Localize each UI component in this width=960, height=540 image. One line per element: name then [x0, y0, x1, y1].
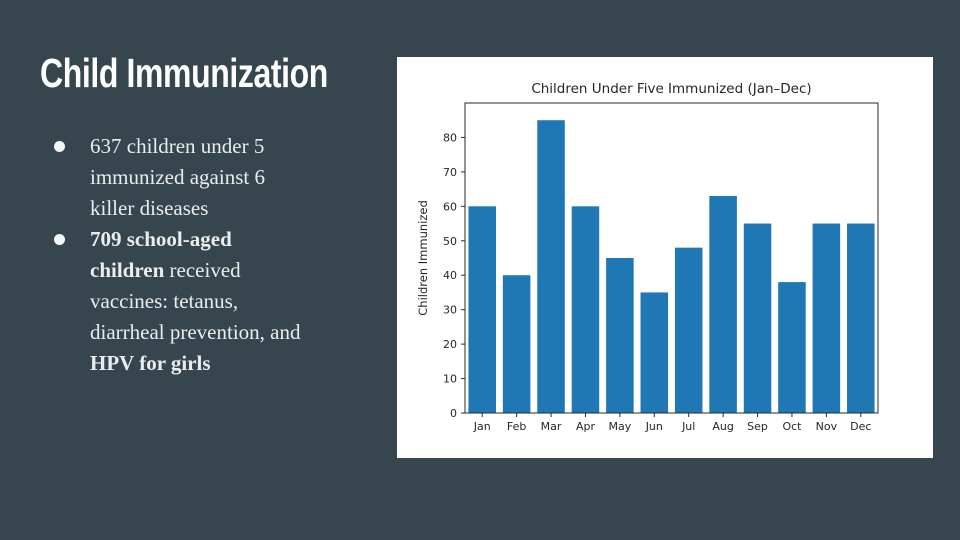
- bar-Apr: [571, 206, 600, 413]
- plot-border: [464, 102, 879, 414]
- bar-Oct: [778, 282, 806, 413]
- bar-Dec: [847, 223, 875, 413]
- bullet-text-regular: received vaccines: tetanus, diarrheal pr…: [90, 258, 301, 344]
- bullet-text-bold: HPV for girls: [90, 351, 211, 375]
- slide-title: Child Immunization: [40, 50, 328, 96]
- x-tick-label: Jan: [473, 420, 491, 433]
- y-tick-label: 0: [450, 407, 457, 420]
- x-tick-label: Sep: [747, 420, 768, 433]
- y-tick-label: 20: [443, 338, 457, 351]
- x-tick-label: Aug: [712, 420, 733, 433]
- x-tick-label: Mar: [541, 420, 562, 433]
- bar-Feb: [502, 275, 531, 413]
- bullet-text: 709 school-aged children received vaccin…: [90, 227, 301, 375]
- bar-Sep: [743, 223, 772, 413]
- chart-card: 0 10 20 30 40 50 60 70 80 Jan Feb Mar Apr May Jun Jul Au…: [397, 57, 933, 458]
- x-tick-label: Jun: [645, 420, 663, 433]
- bar-May: [606, 258, 634, 413]
- bullet-text: 637 children under 5 immunized against 6…: [90, 134, 265, 220]
- bullet-icon: [54, 234, 65, 245]
- y-tick-label: 70: [443, 166, 457, 179]
- chart-ylabel: Children Immunized: [416, 200, 430, 315]
- y-tick-label: 10: [443, 373, 457, 386]
- bar-Jan: [468, 206, 496, 413]
- bar-Jul: [674, 247, 703, 413]
- y-tick-label: 80: [443, 131, 457, 144]
- y-tick-label: 30: [443, 304, 457, 317]
- y-tick-label: 50: [443, 235, 457, 248]
- bar-Nov: [812, 223, 841, 413]
- bullet-item-vaccines: 709 school-aged children received vaccin…: [53, 224, 301, 379]
- y-tick-label: 60: [443, 200, 457, 213]
- bar-Mar: [537, 120, 565, 413]
- x-tick-label: Feb: [507, 420, 526, 433]
- x-tick-label: Nov: [816, 420, 838, 433]
- x-tick-label: May: [609, 420, 632, 433]
- bullet-item-immunized: 637 children under 5 immunized against 6…: [53, 131, 301, 224]
- x-tick-label: Dec: [850, 420, 871, 433]
- x-tick-label: Apr: [576, 420, 596, 433]
- bullet-icon: [54, 141, 65, 152]
- bar-Aug: [709, 196, 737, 413]
- y-tick-label: 40: [443, 269, 457, 282]
- x-tick-label: Oct: [782, 420, 802, 433]
- bar-Jun: [640, 292, 669, 413]
- chart-title: Children Under Five Immunized (Jan–Dec): [531, 81, 811, 97]
- x-tick-label: Jul: [681, 420, 695, 433]
- bullet-list: 637 children under 5 immunized against 6…: [53, 131, 301, 379]
- bar-chart: 0 10 20 30 40 50 60 70 80 Jan Feb Mar Apr May Jun Jul Au…: [416, 81, 879, 433]
- bullet-text-bold: 709 school-aged children: [90, 227, 232, 282]
